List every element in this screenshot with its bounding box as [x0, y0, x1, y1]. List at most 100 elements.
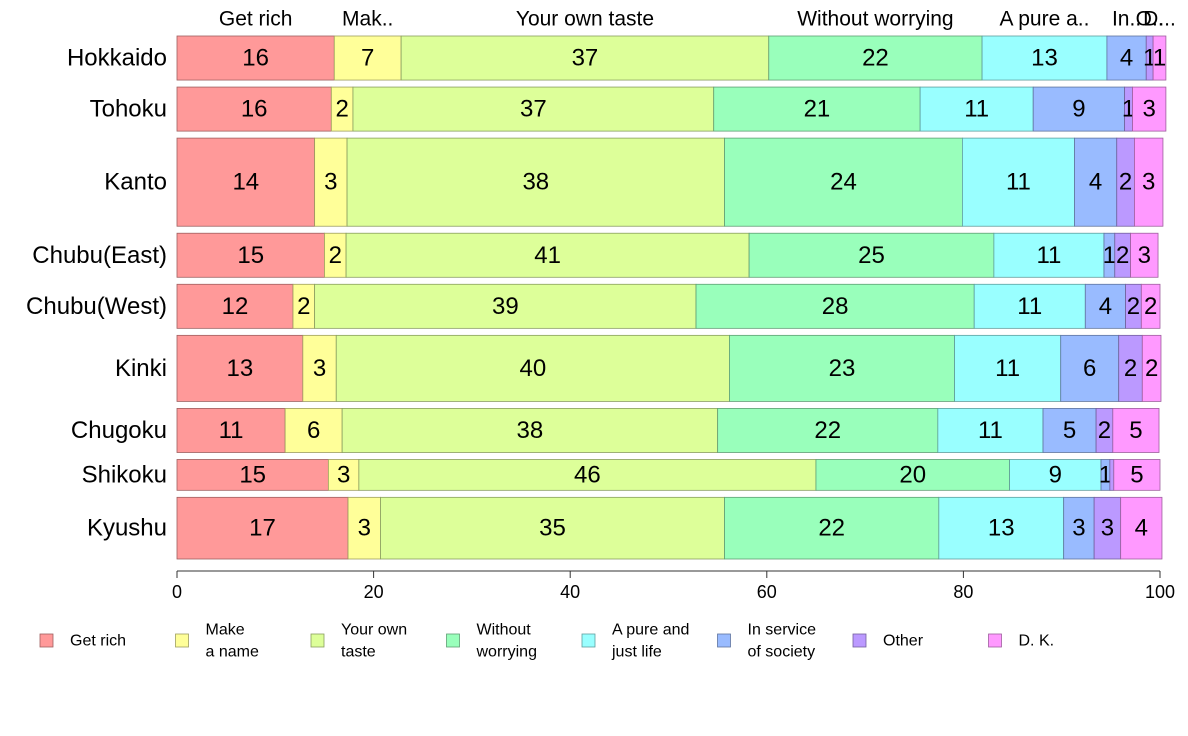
data-label: 2: [1124, 355, 1137, 382]
data-label: 39: [492, 293, 519, 320]
data-label: 3: [1142, 169, 1155, 196]
bar-segment: [176, 232, 325, 278]
bar-segment: [1063, 496, 1095, 560]
bar-segment: [176, 408, 286, 453]
data-label: 7: [361, 45, 374, 72]
row-label-kanto: Kanto: [104, 169, 167, 196]
row-label-tohoku: Tohoku: [90, 96, 167, 123]
legend-swatch: [717, 633, 731, 648]
bar-segment: [768, 35, 983, 81]
top-series-label: In..: [1112, 8, 1141, 31]
data-label: 21: [804, 96, 831, 123]
data-label: 40: [519, 355, 546, 382]
data-label: 4: [1135, 515, 1148, 542]
data-label: 4: [1120, 45, 1133, 72]
row-label-shikoku: Shikoku: [82, 461, 167, 488]
data-label: 11: [1036, 242, 1061, 269]
data-label: 15: [237, 242, 264, 269]
data-label: 14: [232, 169, 259, 196]
data-label: 17: [249, 515, 276, 542]
legend-label: of society: [748, 644, 816, 661]
data-label: 13: [1031, 45, 1058, 72]
data-label: 2: [1145, 355, 1158, 382]
legend-label: Make: [206, 622, 245, 639]
x-tick-label: 80: [953, 582, 973, 602]
bar-segment: [284, 408, 343, 453]
data-label: 22: [814, 417, 841, 444]
legend-swatch: [581, 633, 596, 648]
top-series-label: Without worrying: [797, 8, 953, 31]
bar-segment: [717, 408, 939, 453]
x-tick-label: 60: [757, 582, 777, 602]
bar-segment: [724, 137, 963, 227]
bar-segment: [1141, 334, 1162, 402]
data-label: 35: [539, 515, 566, 542]
data-label: 15: [239, 461, 266, 488]
data-label: 16: [241, 96, 268, 123]
top-series-label: Mak..: [342, 8, 393, 31]
bar-segment: [1152, 35, 1167, 81]
data-label: 46: [574, 461, 601, 488]
top-series-label: Get rich: [219, 8, 293, 31]
data-label: 2: [297, 293, 310, 320]
bar-segment: [352, 86, 715, 132]
legend-swatch: [446, 633, 460, 648]
bar-segment: [327, 459, 360, 491]
legend-label: Without: [477, 622, 532, 639]
legend-label: taste: [341, 644, 376, 661]
data-label: 23: [829, 355, 856, 382]
legend-label: just life: [611, 644, 662, 661]
data-label: 2: [1127, 293, 1140, 320]
bar-segment: [1084, 283, 1126, 329]
data-label: 22: [818, 515, 845, 542]
legend-label: In service: [748, 622, 817, 639]
data-label: 22: [862, 45, 889, 72]
legend-swatch: [988, 633, 1002, 648]
top-series-label: D...: [1143, 8, 1176, 31]
data-label: 3: [1072, 515, 1085, 542]
data-label: 1: [1099, 461, 1112, 488]
bar-segment: [380, 496, 725, 560]
data-label: 5: [1063, 417, 1076, 444]
data-label: 2: [1119, 169, 1132, 196]
data-label: 12: [222, 293, 249, 320]
data-label: 3: [358, 515, 371, 542]
bar-segment: [176, 283, 294, 329]
data-label: 1: [1122, 96, 1135, 123]
x-tick-label: 20: [364, 582, 384, 602]
bar-segment: [981, 35, 1108, 81]
bar-segment: [302, 334, 337, 402]
row-label-chubu-east-: Chubu(East): [32, 242, 167, 269]
bar-segment: [347, 496, 381, 560]
bar-segment: [815, 459, 1011, 491]
row-label-chubu-west-: Chubu(West): [26, 293, 167, 320]
legend-swatch: [39, 633, 54, 648]
legend-label: Get rich: [70, 633, 126, 650]
bar-segment: [993, 232, 1105, 278]
data-label: 1: [1103, 242, 1116, 269]
data-label: 20: [899, 461, 926, 488]
bar-segment: [346, 137, 725, 227]
top-series-label: O..: [1136, 8, 1164, 31]
bar-segment: [748, 232, 995, 278]
data-label: 2: [1144, 293, 1157, 320]
bar-segment: [1009, 459, 1102, 491]
x-tick-label: 100: [1145, 582, 1175, 602]
data-label: 25: [858, 242, 885, 269]
x-tick-label: 0: [172, 582, 182, 602]
data-label: 6: [1083, 355, 1096, 382]
bar-segment: [962, 137, 1075, 227]
bar-segment: [713, 86, 921, 132]
legend-swatch: [852, 633, 867, 648]
data-label: 5: [1129, 417, 1142, 444]
data-label: 2: [1116, 242, 1129, 269]
bar-segment: [1109, 459, 1115, 491]
x-tick-label: 40: [560, 582, 580, 602]
data-label: 37: [572, 45, 599, 72]
data-label: 3: [1138, 242, 1151, 269]
data-label: 3: [1101, 515, 1114, 542]
data-label: 5: [1130, 461, 1143, 488]
bar-segment: [954, 334, 1062, 402]
bar-segment: [1130, 232, 1159, 278]
legend-label: Other: [883, 633, 924, 650]
